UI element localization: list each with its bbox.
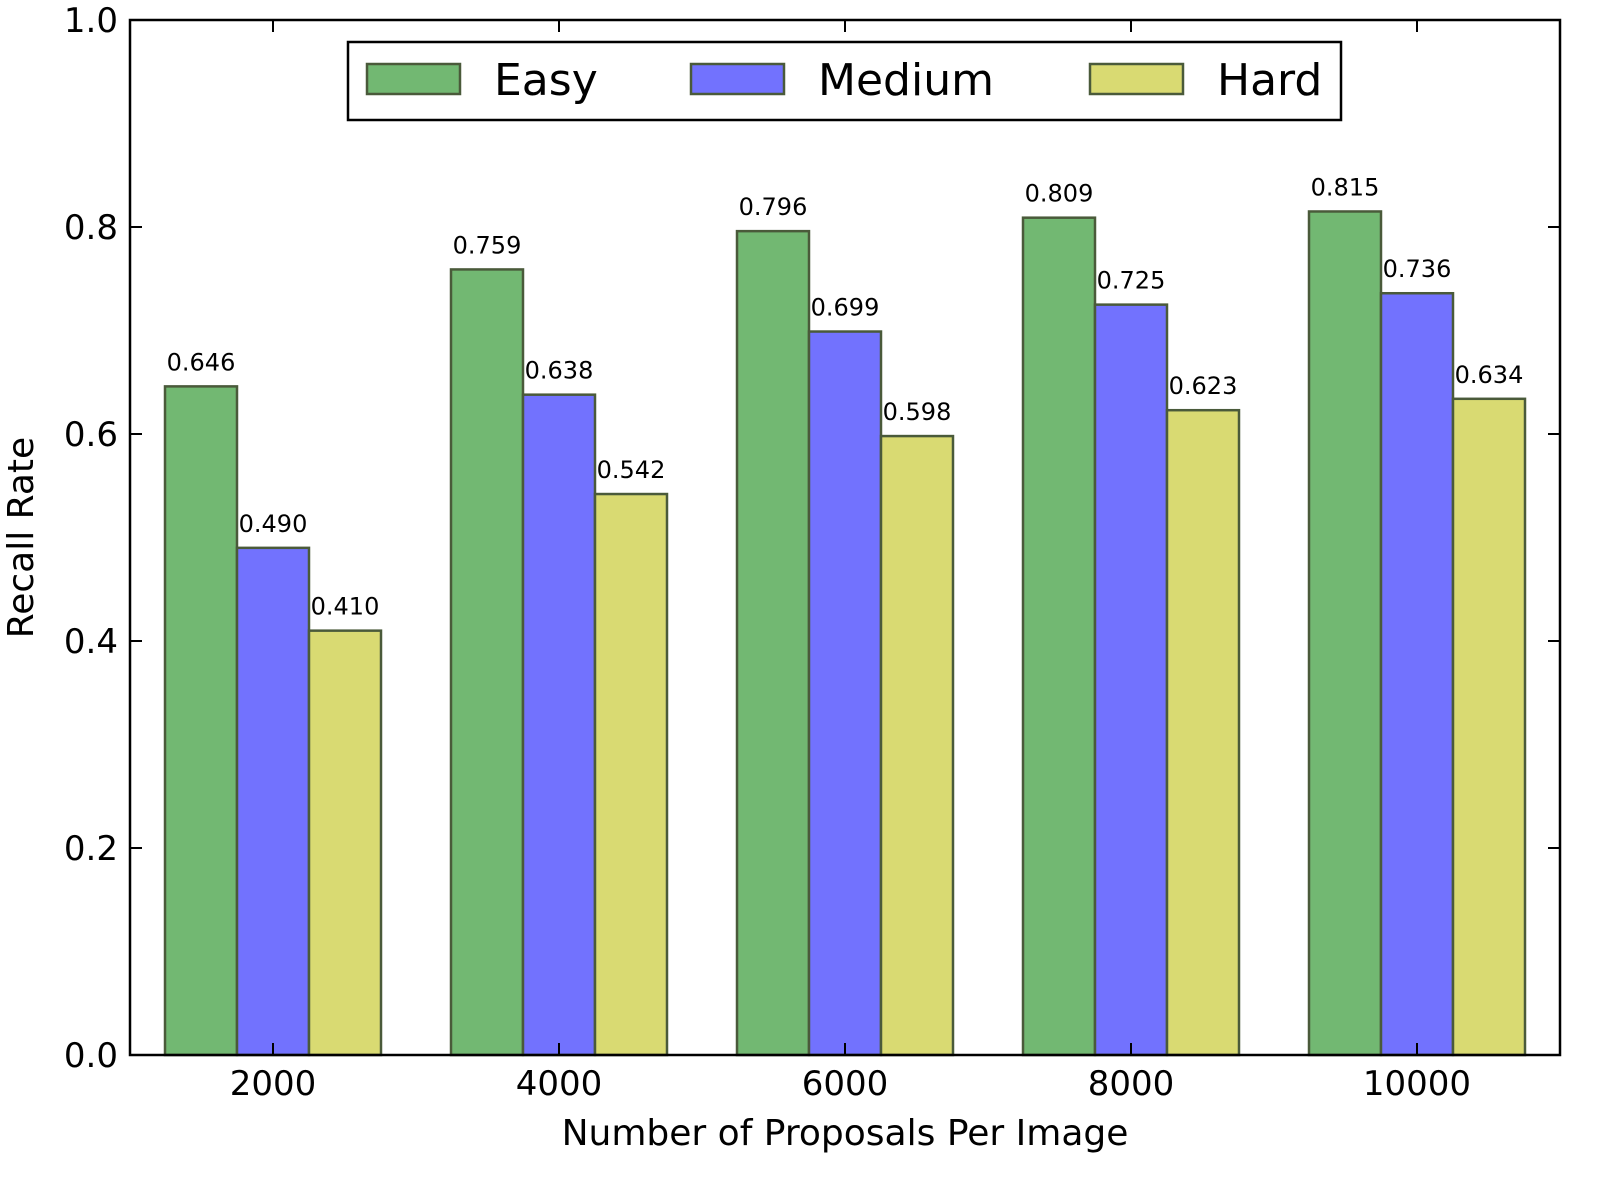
data-label-hard-10000: 0.634 bbox=[1455, 361, 1524, 389]
data-label-easy-4000: 0.759 bbox=[453, 231, 522, 259]
y-tick-label: 0.6 bbox=[64, 415, 118, 455]
data-label-medium-2000: 0.490 bbox=[239, 510, 308, 538]
bar-easy-10000 bbox=[1307, 210, 1383, 1057]
bar-easy-8000 bbox=[1021, 216, 1097, 1057]
bars-layer bbox=[163, 210, 1527, 1057]
data-label-hard-4000: 0.542 bbox=[597, 456, 666, 484]
bar-hard-8000 bbox=[1165, 408, 1241, 1057]
y-axis-title: Recall Rate bbox=[1, 437, 42, 638]
x-tick-label: 6000 bbox=[802, 1064, 889, 1104]
legend-swatch-hard bbox=[1088, 62, 1185, 96]
data-label-medium-10000: 0.736 bbox=[1383, 255, 1452, 283]
legend-swatch-medium bbox=[689, 62, 786, 96]
y-tick-label: 0.0 bbox=[64, 1036, 118, 1076]
bar-medium-6000 bbox=[807, 330, 883, 1057]
legend-label-easy: Easy bbox=[494, 55, 598, 106]
y-tick-label: 0.8 bbox=[64, 208, 118, 248]
y-tick-label: 1.0 bbox=[64, 1, 118, 41]
data-label-hard-8000: 0.623 bbox=[1169, 372, 1238, 400]
data-labels-layer: 0.646 0.759 0.796 0.809 0.815 0.490 0.638 0.699… bbox=[167, 173, 1524, 620]
x-tick-label: 4000 bbox=[516, 1064, 603, 1104]
bar-easy-6000 bbox=[735, 229, 811, 1057]
legend-label-hard: Hard bbox=[1217, 55, 1322, 106]
bar-medium-4000 bbox=[521, 393, 597, 1057]
legend-label-medium: Medium bbox=[818, 55, 994, 106]
data-label-hard-6000: 0.598 bbox=[883, 398, 952, 426]
bar-easy-2000 bbox=[163, 385, 239, 1057]
legend: Easy Medium Hard bbox=[346, 40, 1343, 122]
data-label-easy-2000: 0.646 bbox=[167, 348, 236, 376]
bar-hard-2000 bbox=[307, 629, 383, 1057]
bar-medium-2000 bbox=[235, 546, 311, 1057]
data-label-easy-10000: 0.815 bbox=[1311, 173, 1380, 201]
axes-layer: 0.0 0.2 0.4 0.6 0.8 1.0 2000 4000 6000 8000 10000 bbox=[64, 1, 1562, 1104]
legend-swatch-easy bbox=[365, 62, 462, 96]
bar-easy-4000 bbox=[449, 268, 525, 1057]
x-tick-label: 2000 bbox=[230, 1064, 317, 1104]
bar-medium-10000 bbox=[1379, 291, 1455, 1057]
bar-medium-8000 bbox=[1093, 303, 1169, 1057]
bar-hard-4000 bbox=[593, 492, 669, 1057]
data-label-easy-6000: 0.796 bbox=[739, 193, 808, 221]
data-label-medium-8000: 0.725 bbox=[1097, 267, 1166, 295]
y-tick-label: 0.2 bbox=[64, 829, 118, 869]
x-tick-label: 8000 bbox=[1088, 1064, 1175, 1104]
data-label-medium-4000: 0.638 bbox=[525, 357, 594, 385]
x-tick-label: 10000 bbox=[1363, 1064, 1471, 1104]
y-tick-label: 0.4 bbox=[64, 622, 118, 662]
bar-hard-6000 bbox=[879, 434, 955, 1057]
data-label-medium-6000: 0.699 bbox=[811, 294, 880, 322]
data-label-hard-2000: 0.410 bbox=[311, 593, 380, 621]
data-label-easy-8000: 0.809 bbox=[1025, 180, 1094, 208]
x-axis-title: Number of Proposals Per Image bbox=[562, 1113, 1129, 1154]
bar-hard-10000 bbox=[1451, 397, 1527, 1057]
